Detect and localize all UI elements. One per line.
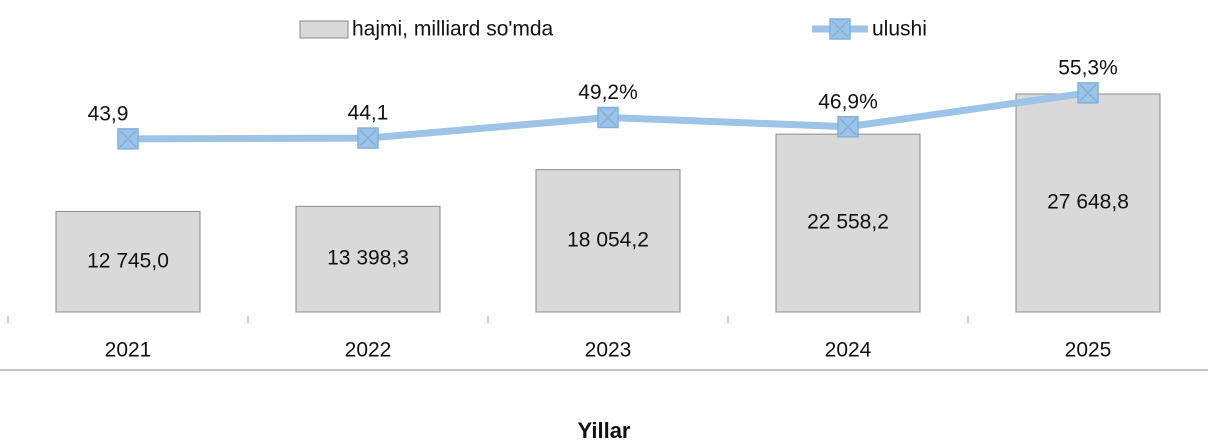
data-label: 44,1	[348, 102, 389, 125]
data-label: 18 054,2	[567, 228, 649, 251]
marker-cross	[599, 108, 617, 127]
x-tick-label: 2023	[585, 339, 632, 362]
marker-cross	[119, 130, 137, 148]
x-tick-label: 2022	[345, 339, 392, 362]
data-label: 46,9%	[818, 90, 878, 113]
x-tick-label: 2025	[1065, 339, 1112, 362]
marker-cross	[831, 20, 849, 38]
data-label: 13 398,3	[327, 247, 409, 270]
x-tick-label: 2024	[825, 339, 872, 362]
legend-swatch	[299, 20, 349, 39]
marker-cross	[359, 129, 377, 147]
bar	[55, 211, 201, 313]
marker-cross	[1079, 84, 1097, 102]
data-label: 27 648,8	[1047, 191, 1129, 214]
x-axis-label: Yillar	[578, 418, 631, 443]
bar	[535, 169, 681, 313]
legend-label: ulushi	[872, 18, 927, 41]
bar	[1015, 93, 1161, 313]
data-label: 12 745,0	[87, 249, 169, 272]
bar	[295, 205, 441, 313]
data-label: 49,2%	[578, 81, 638, 104]
data-label: 43,9	[88, 102, 129, 125]
marker-cross	[839, 118, 857, 136]
x-tick-label: 2021	[105, 339, 152, 362]
legend-label: hajmi, milliard so'mda	[352, 18, 554, 41]
data-label: 55,3%	[1058, 56, 1118, 79]
data-label: 22 558,2	[807, 211, 889, 234]
